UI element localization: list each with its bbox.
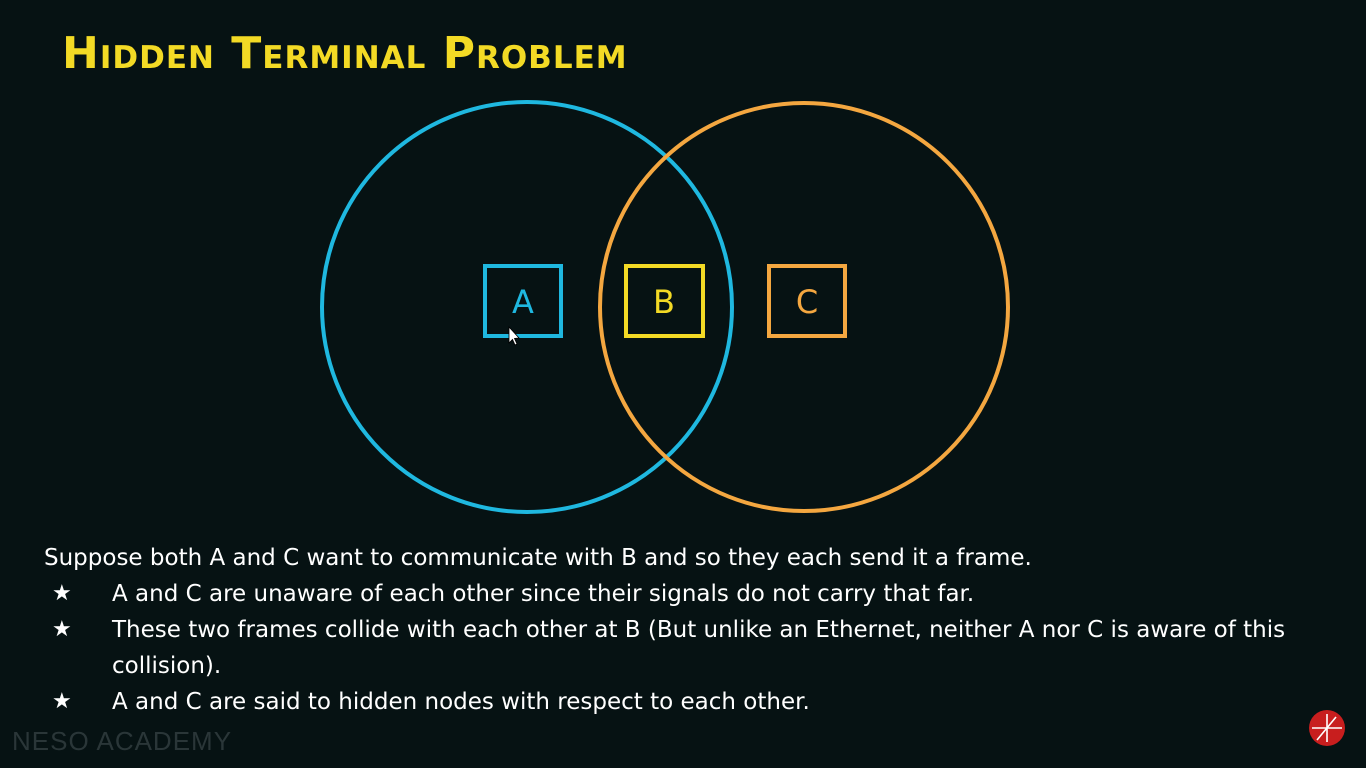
node-box-c: [767, 264, 847, 338]
mouse-pointer-icon: [508, 325, 520, 346]
node-label-c: C: [796, 283, 818, 321]
neso-logo-icon: [1309, 710, 1345, 746]
bullet-text: A and C are said to hidden nodes with re…: [112, 689, 810, 715]
bullet-text: These two frames collide with each other…: [112, 617, 1286, 679]
bullet-item: ★ A and C are said to hidden nodes with …: [44, 684, 1304, 720]
bullet-list: ★ A and C are unaware of each other sinc…: [44, 576, 1304, 720]
star-icon: ★: [52, 581, 72, 606]
intro-text: Suppose both A and C want to communicate…: [44, 545, 1032, 571]
watermark: NESO ACADEMY: [12, 726, 233, 756]
node-label-b: B: [653, 283, 675, 321]
range-circle-c: [598, 101, 1010, 513]
bullet-item: ★ A and C are unaware of each other sinc…: [44, 576, 1304, 612]
bullet-text: A and C are unaware of each other since …: [112, 581, 975, 607]
star-icon: ★: [52, 689, 72, 714]
slide-body: Suppose both A and C want to communicate…: [44, 540, 1304, 720]
range-circle-a: [320, 100, 734, 514]
node-box-b: [624, 264, 705, 338]
slide-title: Hidden Terminal Problem: [62, 28, 628, 79]
star-icon: ★: [52, 617, 72, 642]
node-label-a: A: [512, 283, 534, 321]
bullet-item: ★ These two frames collide with each oth…: [44, 612, 1304, 684]
node-box-a: [483, 264, 563, 338]
